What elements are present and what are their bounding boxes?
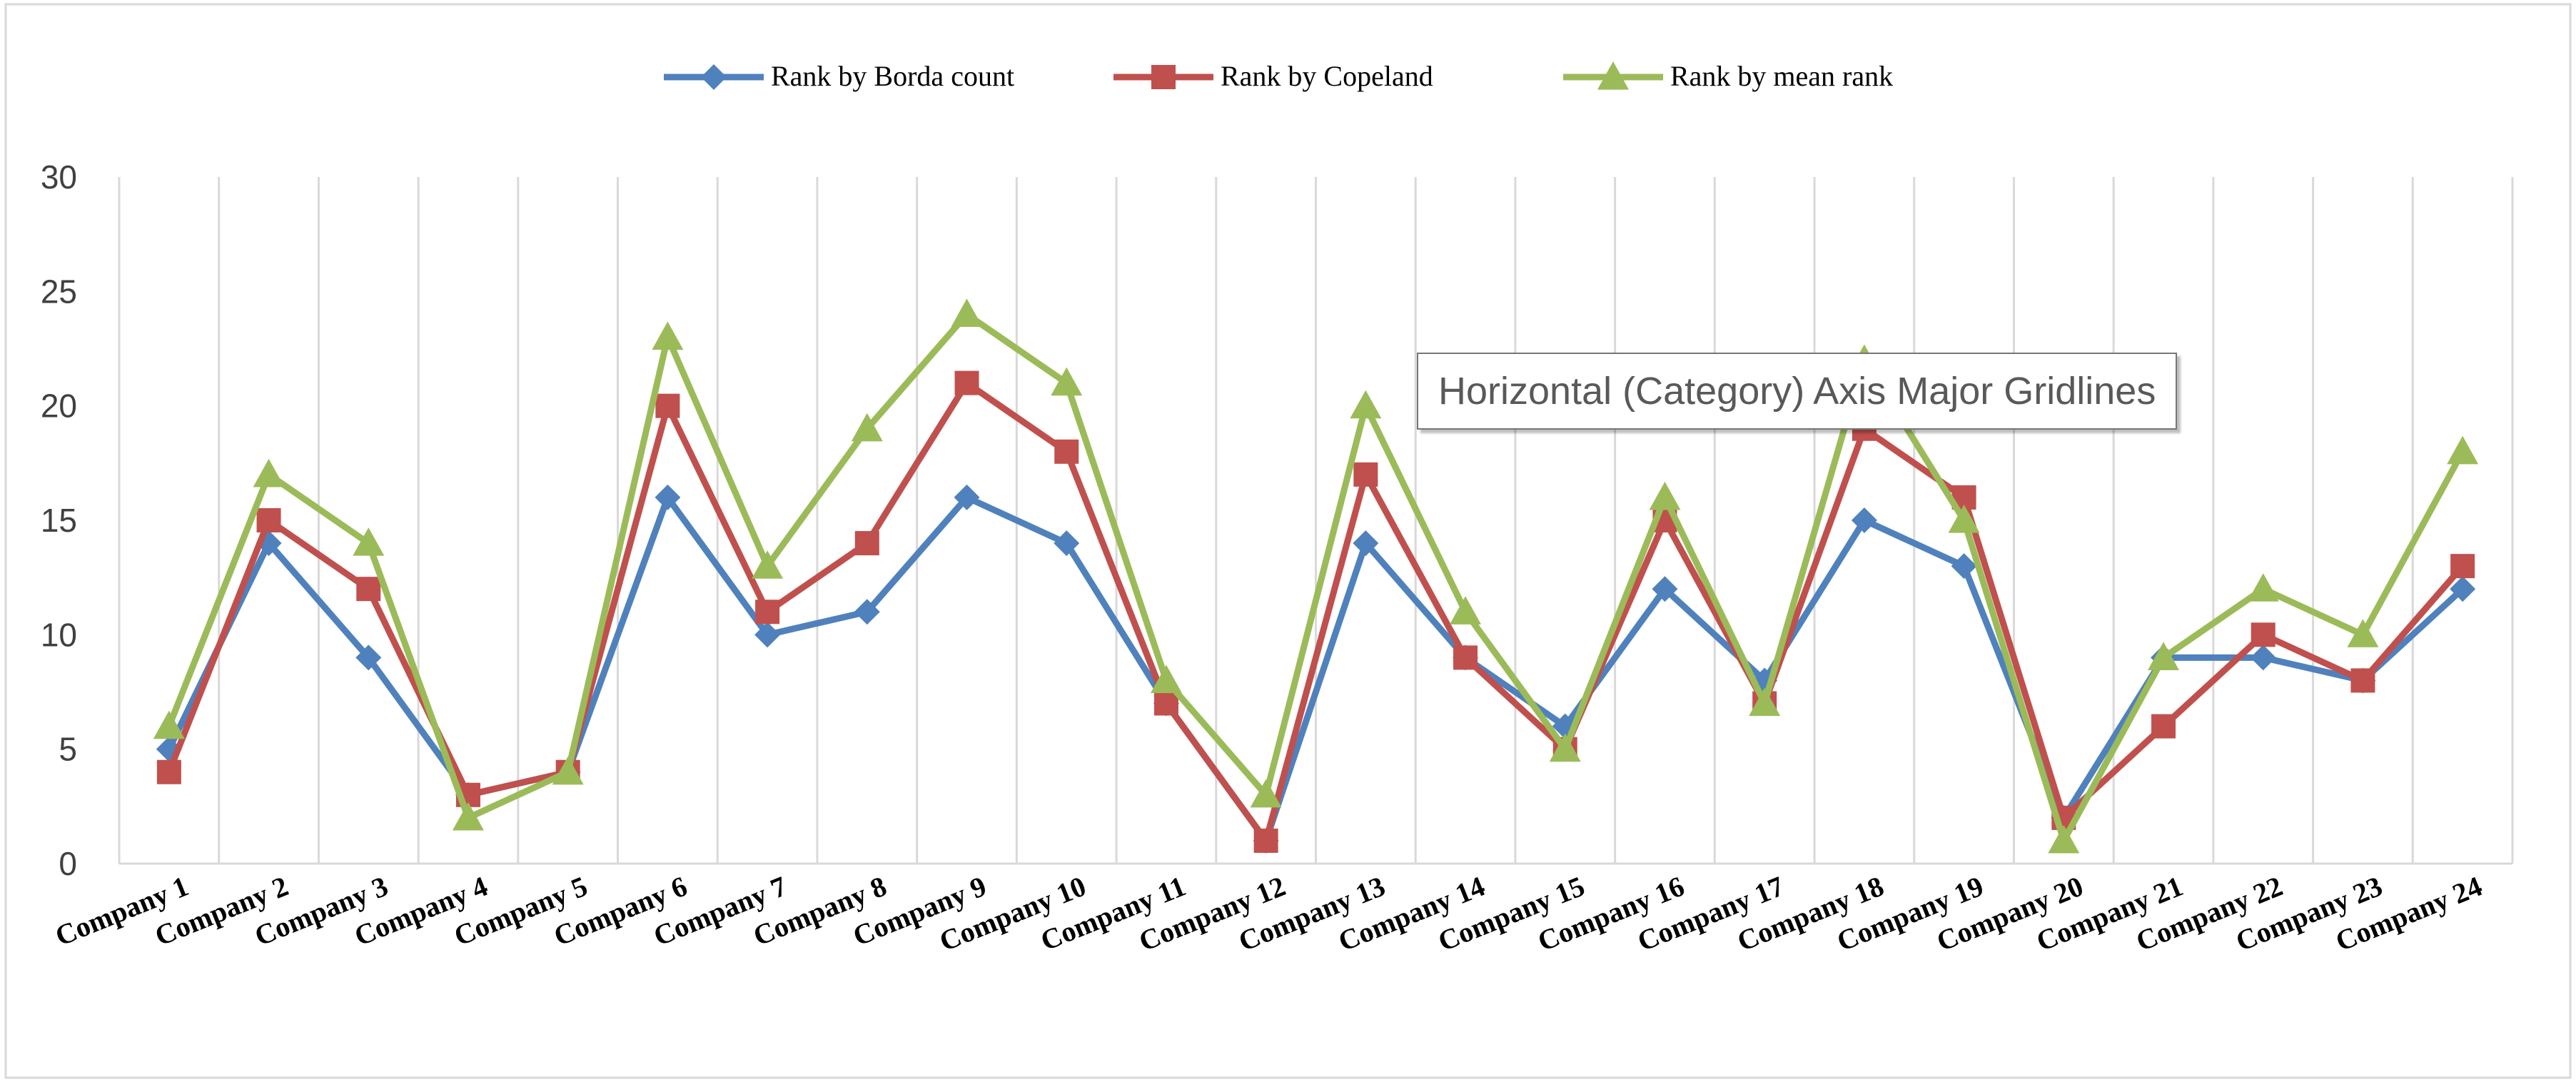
data-point[interactable] xyxy=(2350,668,2375,693)
series-3[interactable] xyxy=(153,298,2479,854)
data-point[interactable] xyxy=(2251,622,2276,647)
data-point[interactable] xyxy=(2048,824,2080,854)
data-point[interactable] xyxy=(2148,642,2180,670)
legend-marker[interactable] xyxy=(1597,61,1629,90)
data-point[interactable] xyxy=(1649,481,1681,510)
y-tick-label: 10 xyxy=(41,616,77,653)
legend-marker[interactable] xyxy=(1151,65,1176,89)
data-point[interactable] xyxy=(1054,530,1080,557)
series-2[interactable] xyxy=(156,370,2475,853)
data-point[interactable] xyxy=(752,550,784,579)
y-tick-label: 15 xyxy=(41,502,77,539)
data-point[interactable] xyxy=(253,458,285,487)
data-point[interactable] xyxy=(353,527,385,556)
data-point[interactable] xyxy=(1353,530,1379,557)
y-axis-ticks: 0 5 10 15 20 25 30 xyxy=(41,158,77,882)
data-point[interactable] xyxy=(1652,576,1678,602)
data-point[interactable] xyxy=(2447,435,2479,465)
series-lines[interactable] xyxy=(153,298,2479,854)
data-point[interactable] xyxy=(1749,687,1781,717)
data-point[interactable] xyxy=(1851,507,1877,533)
y-tick-label: 30 xyxy=(41,158,77,196)
data-point[interactable] xyxy=(2450,554,2475,579)
series-line[interactable] xyxy=(166,310,2466,844)
data-point[interactable] xyxy=(755,600,780,625)
data-point[interactable] xyxy=(2347,619,2379,647)
data-point[interactable] xyxy=(854,599,880,625)
data-point[interactable] xyxy=(1353,462,1378,487)
y-tick-label: 25 xyxy=(41,273,77,310)
category-gridlines[interactable] xyxy=(118,177,2514,864)
data-point[interactable] xyxy=(256,508,281,532)
legend-item[interactable]: Rank by Borda count xyxy=(664,60,1014,92)
data-point[interactable] xyxy=(1150,664,1182,694)
data-point[interactable] xyxy=(452,802,484,831)
data-point[interactable] xyxy=(356,577,381,602)
data-point[interactable] xyxy=(153,710,185,739)
axes xyxy=(4,3,2572,1079)
data-point[interactable] xyxy=(1450,596,1482,625)
series-line[interactable] xyxy=(166,380,2465,844)
data-point[interactable] xyxy=(1250,779,1282,808)
data-point[interactable] xyxy=(1549,733,1581,762)
data-point[interactable] xyxy=(2151,714,2176,739)
y-tick-label: 20 xyxy=(41,388,77,425)
data-point[interactable] xyxy=(854,531,879,556)
data-point[interactable] xyxy=(1453,645,1478,670)
data-point[interactable] xyxy=(355,644,382,671)
chart-border xyxy=(4,3,2572,1079)
data-point[interactable] xyxy=(951,298,983,327)
data-point[interactable] xyxy=(156,759,181,784)
data-point[interactable] xyxy=(655,484,681,510)
data-point[interactable] xyxy=(754,622,781,648)
data-point[interactable] xyxy=(851,413,883,442)
y-tick-label: 5 xyxy=(59,731,77,768)
legend-item[interactable]: Rank by Copeland xyxy=(1113,60,1433,92)
gridlines-tooltip: Horizontal (Category) Axis Major Gridlin… xyxy=(1417,353,2178,430)
legend[interactable]: Rank by Borda count Rank by Copeland Rank … xyxy=(664,60,1893,92)
data-point[interactable] xyxy=(1951,553,1977,580)
data-point[interactable] xyxy=(2247,573,2279,602)
data-point[interactable] xyxy=(954,370,979,395)
data-point[interactable] xyxy=(1051,367,1083,396)
data-point[interactable] xyxy=(1054,439,1079,464)
legend-label: Rank by Copeland xyxy=(1221,60,1433,92)
data-point[interactable] xyxy=(954,484,980,510)
legend-marker[interactable] xyxy=(701,64,727,90)
data-point[interactable] xyxy=(1153,691,1178,716)
legend-label: Rank by mean rank xyxy=(1670,60,1893,92)
data-point[interactable] xyxy=(1350,390,1382,419)
data-point[interactable] xyxy=(2450,576,2476,602)
data-point[interactable] xyxy=(1948,505,1980,533)
data-point[interactable] xyxy=(652,321,684,350)
data-point[interactable] xyxy=(2250,644,2276,671)
data-point[interactable] xyxy=(1253,828,1278,853)
data-point[interactable] xyxy=(552,756,584,785)
data-point[interactable] xyxy=(655,393,680,418)
y-tick-label: 0 xyxy=(59,845,77,882)
legend-label: Rank by Borda count xyxy=(771,60,1014,92)
legend-item[interactable]: Rank by mean rank xyxy=(1563,60,1893,92)
